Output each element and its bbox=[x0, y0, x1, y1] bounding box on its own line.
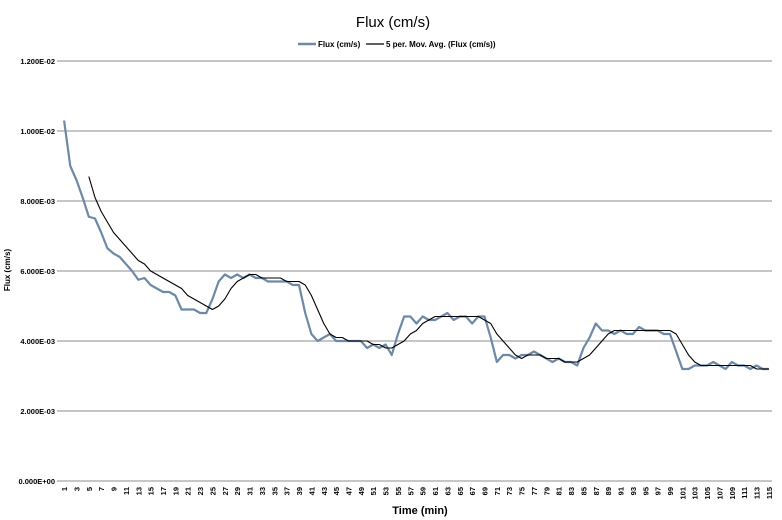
x-tick-label-15: 31 bbox=[246, 487, 255, 495]
x-tick-label-35: 71 bbox=[493, 487, 502, 495]
x-tick-label-13: 27 bbox=[221, 487, 230, 495]
x-tick-label-27: 55 bbox=[394, 487, 403, 495]
x-tick-label-22: 45 bbox=[332, 487, 341, 495]
y-axis-title: Flux (cm/s) bbox=[3, 249, 12, 292]
x-tick-label-18: 37 bbox=[283, 487, 292, 495]
x-tick-label-25: 51 bbox=[369, 487, 378, 495]
x-tick-label-54: 109 bbox=[728, 487, 737, 500]
x-tick-label-2: 5 bbox=[85, 487, 94, 491]
x-tick-label-55: 111 bbox=[740, 487, 749, 499]
x-tick-label-3: 7 bbox=[97, 487, 106, 491]
x-tick-label-47: 95 bbox=[641, 487, 650, 495]
gridlines bbox=[57, 60, 772, 482]
x-tick-label-4: 9 bbox=[110, 487, 119, 491]
x-tick-label-32: 65 bbox=[456, 487, 465, 495]
series-lines bbox=[63, 120, 769, 371]
x-tick-label-8: 17 bbox=[159, 487, 168, 495]
x-tick-label-11: 23 bbox=[196, 487, 205, 495]
x-tick-label-20: 41 bbox=[307, 487, 316, 495]
x-tick-label-39: 79 bbox=[542, 487, 551, 495]
y-tick-label-3: 6.000E-03 bbox=[20, 267, 55, 276]
x-tick-label-50: 101 bbox=[678, 487, 687, 500]
x-tick-label-43: 87 bbox=[592, 487, 601, 495]
x-tick-label-52: 105 bbox=[703, 487, 712, 500]
x-tick-label-53: 107 bbox=[715, 487, 724, 500]
x-axis-title: Time (min) bbox=[392, 505, 448, 517]
y-tick-label-6: 1.200E-02 bbox=[20, 57, 55, 66]
x-tick-label-56: 113 bbox=[753, 487, 762, 499]
x-tick-label-23: 47 bbox=[344, 487, 353, 495]
x-tick-label-16: 33 bbox=[258, 487, 267, 495]
legend-label-flux: Flux (cm/s) bbox=[318, 40, 361, 49]
x-tick-label-51: 103 bbox=[691, 487, 700, 500]
x-tick-label-10: 21 bbox=[184, 487, 193, 495]
x-tick-label-48: 97 bbox=[654, 487, 663, 495]
series-line-flux bbox=[63, 120, 769, 371]
chart-title: Flux (cm/s) bbox=[356, 14, 430, 31]
x-tick-label-28: 57 bbox=[406, 487, 415, 495]
x-tick-label-9: 19 bbox=[171, 487, 180, 495]
x-tick-label-12: 25 bbox=[208, 487, 217, 495]
x-tick-label-26: 53 bbox=[382, 487, 391, 495]
legend-label-moving-average: 5 per. Mov. Avg. (Flux (cm/s)) bbox=[386, 40, 496, 49]
y-tick-label-5: 1.000E-02 bbox=[20, 127, 55, 136]
x-tick-label-57: 115 bbox=[765, 487, 774, 499]
x-tick-label-5: 11 bbox=[122, 487, 131, 495]
x-tick-label-36: 73 bbox=[505, 487, 514, 495]
x-tick-label-41: 83 bbox=[567, 487, 576, 495]
y-tick-label-0: 0.000E+00 bbox=[19, 477, 56, 486]
x-tick-label-29: 59 bbox=[419, 487, 428, 495]
x-tick-label-24: 49 bbox=[357, 487, 366, 495]
x-tick-label-46: 93 bbox=[629, 487, 638, 495]
series-line-moving-average bbox=[88, 176, 769, 370]
y-tick-label-2: 4.000E-03 bbox=[20, 337, 55, 346]
x-tick-label-0: 1 bbox=[60, 487, 69, 491]
x-tick-label-31: 63 bbox=[443, 487, 452, 495]
x-tick-label-6: 13 bbox=[134, 487, 143, 495]
x-tick-label-1: 3 bbox=[72, 487, 81, 491]
x-tick-label-44: 89 bbox=[604, 487, 613, 495]
x-tick-label-33: 67 bbox=[468, 487, 477, 495]
y-axis-ticks: 0.000E+00 2.000E-03 4.000E-03 6.000E-03 8.00… bbox=[19, 57, 56, 486]
x-tick-label-38: 77 bbox=[530, 487, 539, 495]
x-tick-label-37: 75 bbox=[518, 487, 527, 495]
x-axis-ticks: 1 3 5 7 9 11 13 15 17 19 21 23 25 27 29 31 33 35 37 39 41 43 4… bbox=[60, 487, 774, 500]
x-tick-label-17: 35 bbox=[270, 487, 279, 495]
x-tick-label-7: 15 bbox=[147, 487, 156, 495]
x-tick-label-49: 99 bbox=[666, 487, 675, 495]
x-tick-label-34: 69 bbox=[481, 487, 490, 495]
y-tick-label-1: 2.000E-03 bbox=[20, 407, 55, 416]
x-tick-label-19: 39 bbox=[295, 487, 304, 495]
x-tick-label-45: 91 bbox=[617, 487, 626, 495]
x-tick-label-42: 85 bbox=[579, 487, 588, 495]
x-tick-label-21: 43 bbox=[320, 487, 329, 495]
x-tick-label-14: 29 bbox=[233, 487, 242, 495]
y-tick-label-4: 8.000E-03 bbox=[20, 197, 55, 206]
x-tick-label-30: 61 bbox=[431, 487, 440, 495]
legend: Flux (cm/s) 5 per. Mov. Avg. (Flux (cm/s… bbox=[298, 40, 496, 49]
x-tick-label-40: 81 bbox=[555, 487, 564, 495]
